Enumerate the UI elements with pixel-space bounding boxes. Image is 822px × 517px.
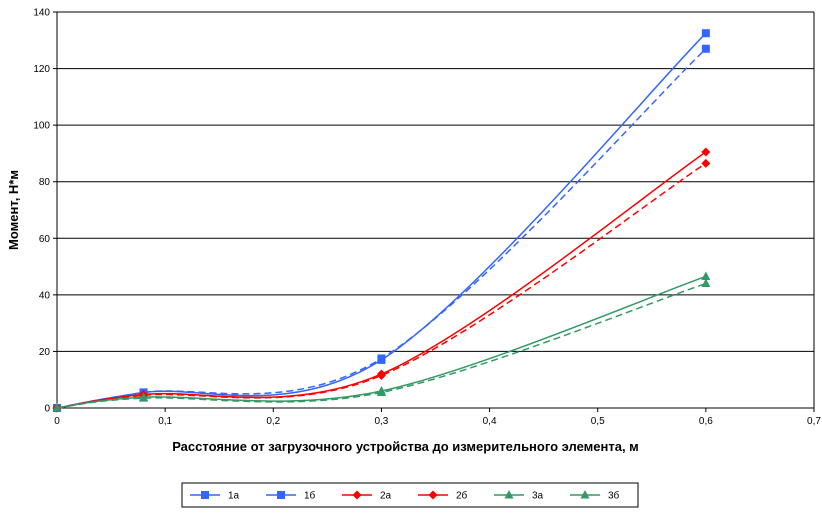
legend-item: 3б [570, 490, 620, 502]
data-point [701, 44, 710, 53]
legend-box [181, 482, 639, 508]
series-line [56, 151, 707, 409]
y-tick-label: 0 [44, 404, 50, 415]
legend-item: 3а [494, 490, 544, 502]
legend-item: 2а [342, 490, 392, 502]
data-point [701, 271, 711, 280]
data-point [701, 29, 710, 38]
data-point [701, 158, 711, 168]
x-tick-label: 0,6 [699, 416, 713, 427]
data-point [376, 369, 386, 379]
legend-label: 2б [456, 490, 468, 502]
legend-marker [352, 490, 362, 500]
legend-label: 3б [608, 490, 620, 502]
series-6 [52, 271, 711, 412]
x-axis-title: Расстояние от загрузочного устройства до… [172, 439, 639, 454]
legend-item: 2б [418, 490, 468, 502]
y-tick-label: 20 [39, 347, 51, 358]
y-tick-label: 100 [33, 121, 50, 132]
x-tick-label: 0,5 [591, 416, 605, 427]
gridlines [56, 11, 815, 409]
data-point [139, 392, 149, 401]
legend-marker [201, 491, 209, 499]
legend-marker [580, 490, 590, 499]
x-tick-label: 0,4 [483, 416, 497, 427]
legend-marker [504, 490, 514, 499]
data-point [377, 355, 386, 364]
series-line [56, 275, 707, 409]
series-group [52, 29, 711, 413]
legend-marker [277, 491, 285, 499]
series-4 [52, 147, 711, 413]
x-tick-label: 0,7 [807, 416, 821, 427]
series-line [56, 282, 707, 409]
y-tick-label: 60 [39, 234, 51, 245]
data-point [701, 147, 711, 157]
y-tick-label: 40 [39, 290, 51, 301]
legend-item: 1б [266, 490, 316, 502]
x-tick-label: 0,3 [374, 416, 388, 427]
series-line [56, 32, 707, 409]
legend-label: 1а [228, 491, 240, 502]
x-tick-label: 0 [54, 416, 60, 427]
data-point [376, 386, 386, 395]
y-tick-label: 120 [33, 64, 50, 75]
data-point [701, 278, 711, 288]
y-tick-label: 140 [33, 8, 50, 19]
x-tick-label: 0,1 [158, 416, 172, 427]
legend: 1а 1б 2а 2б 3а 3б [181, 482, 639, 508]
y-axis-title: Момент, Н*м [6, 170, 21, 250]
legend-item: 1а [190, 491, 240, 502]
legend-label: 1б [304, 490, 316, 502]
legend-marker [428, 490, 438, 500]
data-point [52, 403, 62, 412]
y-tick-label: 80 [39, 177, 51, 188]
legend-label: 2а [380, 491, 392, 502]
x-tick-label: 0,2 [266, 416, 280, 427]
legend-label: 3а [532, 491, 544, 502]
